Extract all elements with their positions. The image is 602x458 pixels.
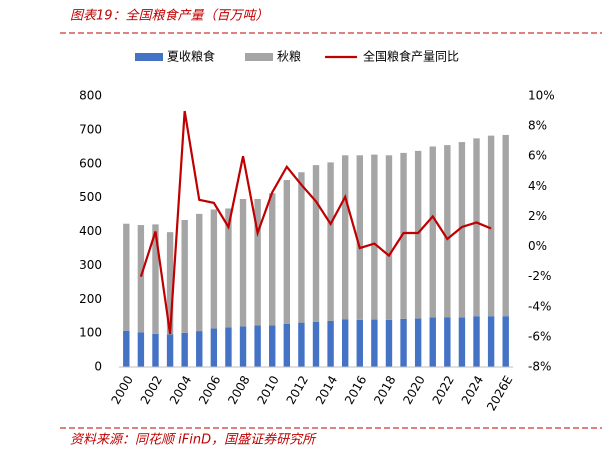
- bar: [123, 223, 130, 331]
- bar: [414, 318, 422, 367]
- x-tick-label: 2004: [167, 373, 194, 406]
- y-tick-label: 200: [79, 292, 102, 306]
- bar: [371, 154, 378, 320]
- y-tick-label: 700: [79, 122, 102, 136]
- bar: [385, 155, 393, 320]
- bar: [269, 193, 276, 326]
- y2-tick-label: -6%: [528, 329, 551, 343]
- y-tick-label: 0: [94, 360, 102, 374]
- y2-tick-label: 2%: [528, 209, 547, 223]
- bar: [196, 213, 203, 332]
- legend-swatch: [245, 53, 274, 61]
- bar: [327, 162, 334, 321]
- legend-label: 秋粮: [277, 49, 301, 64]
- bar: [429, 317, 436, 367]
- bar: [225, 208, 232, 328]
- y2-tick-label: 6%: [528, 149, 547, 163]
- bar: [298, 172, 305, 323]
- bar: [444, 145, 451, 318]
- bar: [487, 316, 495, 367]
- y-tick-label: 400: [79, 224, 102, 238]
- bar: [166, 232, 174, 335]
- x-tick-label: 2012: [284, 373, 311, 406]
- bar: [327, 320, 334, 367]
- y-tick-label: 600: [79, 156, 102, 170]
- y2-tick-label: 0%: [528, 239, 547, 253]
- bar: [239, 198, 247, 327]
- bar: [298, 322, 305, 367]
- bar: [371, 319, 378, 367]
- bar: [254, 198, 261, 326]
- x-tick-label: 2010: [254, 373, 281, 406]
- bar: [502, 316, 509, 367]
- bar: [269, 325, 276, 367]
- y-tick-label: 100: [79, 326, 102, 340]
- x-tick-label: 2000: [109, 373, 136, 406]
- bar: [123, 330, 130, 367]
- bar: [283, 323, 291, 367]
- x-tick-label: 2002: [138, 373, 165, 406]
- bar: [312, 321, 320, 367]
- bar: [385, 319, 393, 367]
- x-tick-label: 2024: [459, 373, 486, 406]
- bar: [473, 138, 480, 317]
- bar: [196, 331, 203, 367]
- bar: [152, 333, 159, 367]
- bar: [210, 209, 218, 329]
- bar: [502, 134, 509, 317]
- y2-tick-label: 4%: [528, 179, 547, 193]
- x-tick-label: 2014: [313, 373, 340, 406]
- bar: [400, 318, 407, 367]
- bar: [458, 317, 466, 367]
- bar: [458, 142, 466, 318]
- x-tick-label: 2018: [371, 373, 398, 406]
- bar: [414, 150, 422, 319]
- legend-label: 全国粮食产量同比: [363, 49, 459, 64]
- y-tick-label: 800: [79, 89, 102, 103]
- bar: [444, 317, 451, 367]
- bar: [356, 155, 363, 320]
- bar: [166, 334, 174, 367]
- bar: [225, 327, 232, 367]
- bar: [312, 165, 320, 322]
- y2-tick-label: -2%: [528, 269, 551, 283]
- bar: [181, 332, 188, 367]
- bar: [356, 319, 363, 367]
- bar: [137, 332, 145, 367]
- y-tick-label: 300: [79, 258, 102, 272]
- bar: [341, 319, 349, 367]
- x-tick-label: 2016: [342, 373, 369, 406]
- y2-tick-label: 8%: [528, 119, 547, 133]
- x-tick-label: 2026E: [484, 373, 515, 413]
- y2-tick-label: -8%: [528, 360, 551, 374]
- y-tick-label: 500: [79, 190, 102, 204]
- x-tick-label: 2020: [400, 373, 427, 406]
- y2-tick-label: 10%: [528, 89, 555, 103]
- legend-label: 夏收粮食: [167, 49, 215, 64]
- bar: [254, 325, 261, 367]
- bar: [239, 326, 247, 367]
- source-note: 资料来源：同花顺 iFinD，国盛证券研究所: [70, 432, 317, 448]
- x-tick-label: 2022: [430, 373, 457, 406]
- chart-title: 图表19：全国粮食产量（百万吨）: [70, 8, 269, 24]
- line: [139, 110, 492, 335]
- bar: [341, 155, 349, 320]
- bar: [283, 180, 291, 324]
- legend-swatch: [135, 53, 163, 61]
- bar: [181, 219, 188, 333]
- bar: [152, 224, 159, 334]
- bar: [137, 225, 145, 333]
- bar: [210, 328, 218, 367]
- bar: [487, 135, 495, 317]
- bar: [473, 316, 480, 367]
- x-tick-label: 2008: [225, 373, 252, 406]
- bar: [429, 146, 436, 318]
- x-tick-label: 2006: [196, 373, 223, 406]
- y2-tick-label: -4%: [528, 299, 551, 313]
- bar: [400, 152, 407, 319]
